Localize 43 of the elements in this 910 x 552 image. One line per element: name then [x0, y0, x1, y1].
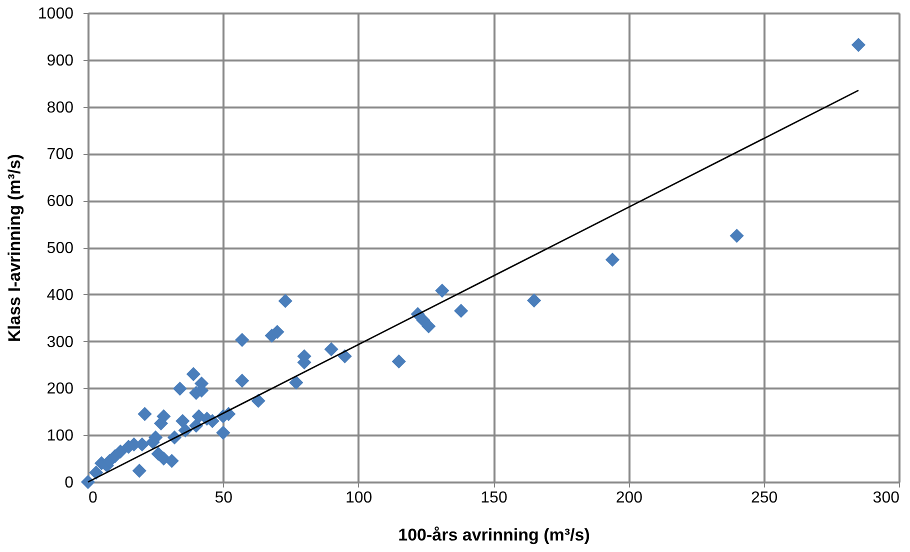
point — [235, 332, 250, 347]
x-tick-label: 150 — [480, 490, 508, 506]
x-tick-label: 0 — [88, 490, 98, 506]
point — [392, 354, 406, 369]
point — [156, 409, 171, 424]
point — [186, 367, 200, 382]
point — [324, 342, 338, 356]
y-tick-label: 300 — [46, 334, 74, 351]
point — [164, 454, 179, 468]
y-tick-label: 600 — [46, 193, 74, 210]
y-tick-label: 1000 — [38, 6, 74, 22]
y-tick-label: 800 — [46, 99, 74, 116]
point — [251, 394, 266, 408]
point — [730, 228, 744, 243]
y-tick-label: 400 — [46, 286, 74, 304]
x-tick-label: 200 — [616, 490, 643, 506]
point — [80, 474, 96, 490]
point — [235, 374, 250, 388]
y-axis-title: Klass I-avrinning (m³/s) — [4, 154, 24, 342]
point — [435, 284, 450, 298]
y-tick-label: 0 — [64, 474, 74, 492]
point — [605, 252, 620, 267]
x-tick-label: 50 — [214, 490, 233, 506]
x-tick-label: 100 — [345, 490, 372, 506]
point — [289, 376, 304, 390]
x-axis-title: 100-års avrinning (m³/s) — [398, 526, 590, 544]
point — [526, 293, 542, 308]
x-tick-label: 250 — [750, 490, 778, 506]
point — [851, 38, 866, 52]
point — [172, 382, 187, 396]
point — [422, 319, 436, 334]
point — [176, 414, 190, 428]
point — [454, 304, 468, 318]
x-tick-label: 300 — [872, 490, 900, 506]
y-tick-label: 500 — [46, 240, 74, 257]
point — [278, 294, 292, 308]
y-tick-label: 100 — [46, 428, 74, 445]
y-tick-label: 200 — [46, 380, 74, 398]
y-tick-label: 700 — [46, 146, 74, 164]
point — [216, 426, 230, 440]
point — [138, 406, 152, 422]
y-tick-label: 900 — [46, 52, 74, 70]
point — [132, 464, 146, 478]
